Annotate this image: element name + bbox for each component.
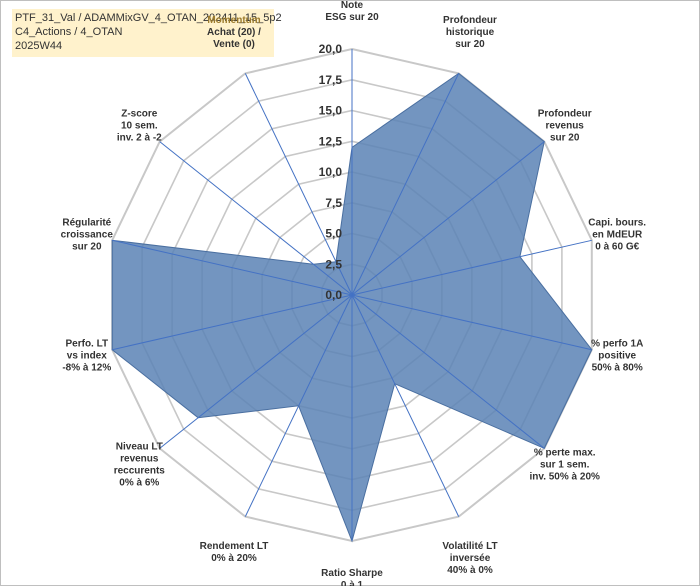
axis-label: Note ESG sur 20 (325, 0, 379, 23)
axis-label-line: Momentum (207, 15, 260, 26)
title-line-3: 2025W44 (15, 40, 63, 52)
axis-label: Profondeur historique sur 20 (443, 15, 497, 50)
tick-label: 20,0 (319, 42, 343, 56)
axis-label-line: Profondeur (538, 108, 592, 119)
axis-label: Capi. bours. en MdEUR 0 à 60 G€ (588, 218, 646, 253)
axis-label-line: 0 à 1 (341, 580, 364, 586)
axis-spoke (112, 294, 353, 351)
axis-label-line: sur 20 (550, 132, 580, 143)
axis-spoke (244, 73, 353, 296)
axis-label-line: Volatilité LT (442, 541, 497, 552)
axis-label-line: Achat (20) / (207, 27, 261, 38)
axis-label-line: 0% à 20% (211, 553, 257, 564)
axis-label-line: Vente (0) (213, 39, 255, 50)
axis-label-line: % perte max. (534, 448, 596, 459)
axis-label-line: Profondeur (443, 15, 497, 26)
axis-label-line: 40% à 0% (447, 565, 493, 576)
axis-label: Momentum Achat (20) / Vente (0) (207, 15, 261, 50)
axis-spoke (351, 294, 460, 517)
tick-label: 2,5 (325, 257, 342, 271)
tick-label: 17,5 (319, 73, 343, 87)
axis-label-line: en MdEUR (592, 230, 643, 241)
tick-label: 5,0 (325, 227, 342, 241)
axis-label-line: 50% à 80% (592, 363, 643, 374)
axis-spoke (351, 73, 460, 296)
axis-label-line: inv. 50% à 20% (529, 472, 600, 483)
axis-label-line: Ratio Sharpe (321, 568, 383, 579)
axis-spoke (159, 141, 353, 296)
axis-spoke (244, 294, 353, 517)
axis-label-line: revenus (120, 454, 159, 465)
axis-label-line: -8% à 12% (62, 363, 111, 374)
tick-label: 12,5 (319, 134, 343, 148)
axis-label: Niveau LT revenus reccurents 0% à 6% (114, 442, 166, 489)
tick-label: 7,5 (325, 196, 342, 210)
axis-label-line: sur 20 (72, 242, 102, 253)
axis-label-line: vs index (67, 351, 107, 362)
axis-label: Régularité croissance sur 20 (61, 218, 114, 253)
axis-label-line: Perfo. LT (66, 339, 109, 350)
axis-label-line: 0% à 6% (119, 478, 159, 489)
axis-labels: Note ESG sur 20 Profondeur historique sur 20… (61, 0, 647, 586)
axis-label-line: Capi. bours. (588, 218, 646, 229)
axis-label-line: Niveau LT (116, 442, 163, 453)
axis-label: Perfo. LT vs index -8% à 12% (62, 339, 111, 374)
title-line-1: PTF_31_Val / ADAMMixGV_4_OTAN_202411_15_… (15, 12, 282, 24)
axis-label-line: reccurents (114, 466, 166, 477)
axis-label: % perte max. sur 1 sem. inv. 50% à 20% (529, 448, 600, 483)
axis-label-line: historique (446, 27, 495, 38)
axis-label-line: revenus (546, 120, 585, 131)
tick-label: 10,0 (319, 165, 343, 179)
axis-label-line: 0 à 60 G€ (595, 242, 639, 253)
axis-label-line: positive (598, 351, 636, 362)
axis-label: % perfo 1A positive 50% à 80% (591, 339, 643, 374)
axis-spoke (351, 294, 545, 449)
axis-spoke (351, 239, 592, 296)
axis-spoke (351, 141, 545, 296)
axis-label-line: Z-score (121, 108, 158, 119)
axis-label-line: 10 sem. (121, 120, 158, 131)
axis-spoke (159, 294, 353, 449)
axis-label: Ratio Sharpe 0 à 1 (321, 568, 383, 586)
axis-label: Profondeur revenus sur 20 (538, 108, 592, 143)
axis-label-line: croissance (61, 230, 114, 241)
axis-label-line: Note (341, 0, 364, 11)
tick-label: 0,0 (325, 288, 342, 302)
axis-label-line: sur 20 (455, 39, 485, 50)
axis-spoke (351, 294, 592, 351)
axis-label: Volatilité LT inversée 40% à 0% (442, 541, 497, 576)
axis-spoke (112, 239, 353, 296)
axis-label-line: inversée (450, 553, 491, 564)
radial-tick-labels: 0,0 2,5 5,0 7,5 10,0 12,5 15,0 17,5 20,0 (319, 42, 343, 302)
axis-label-line: sur 1 sem. (540, 460, 590, 471)
chart-title-box: PTF_31_Val / ADAMMixGV_4_OTAN_202411_15_… (12, 9, 282, 57)
axis-label-line: Rendement LT (200, 541, 269, 552)
axis-label-line: inv. 2 à -2 (117, 132, 162, 143)
axis-label: Rendement LT 0% à 20% (200, 541, 269, 564)
tick-label: 15,0 (319, 104, 343, 118)
title-line-2: C4_Actions / 4_OTAN (15, 26, 123, 38)
radar-axes (112, 49, 592, 541)
axis-label-line: Régularité (62, 218, 111, 229)
axis-label-line: % perfo 1A (591, 339, 643, 350)
axis-label: Z-score 10 sem. inv. 2 à -2 (117, 108, 162, 143)
axis-label-line: ESG sur 20 (325, 12, 379, 23)
